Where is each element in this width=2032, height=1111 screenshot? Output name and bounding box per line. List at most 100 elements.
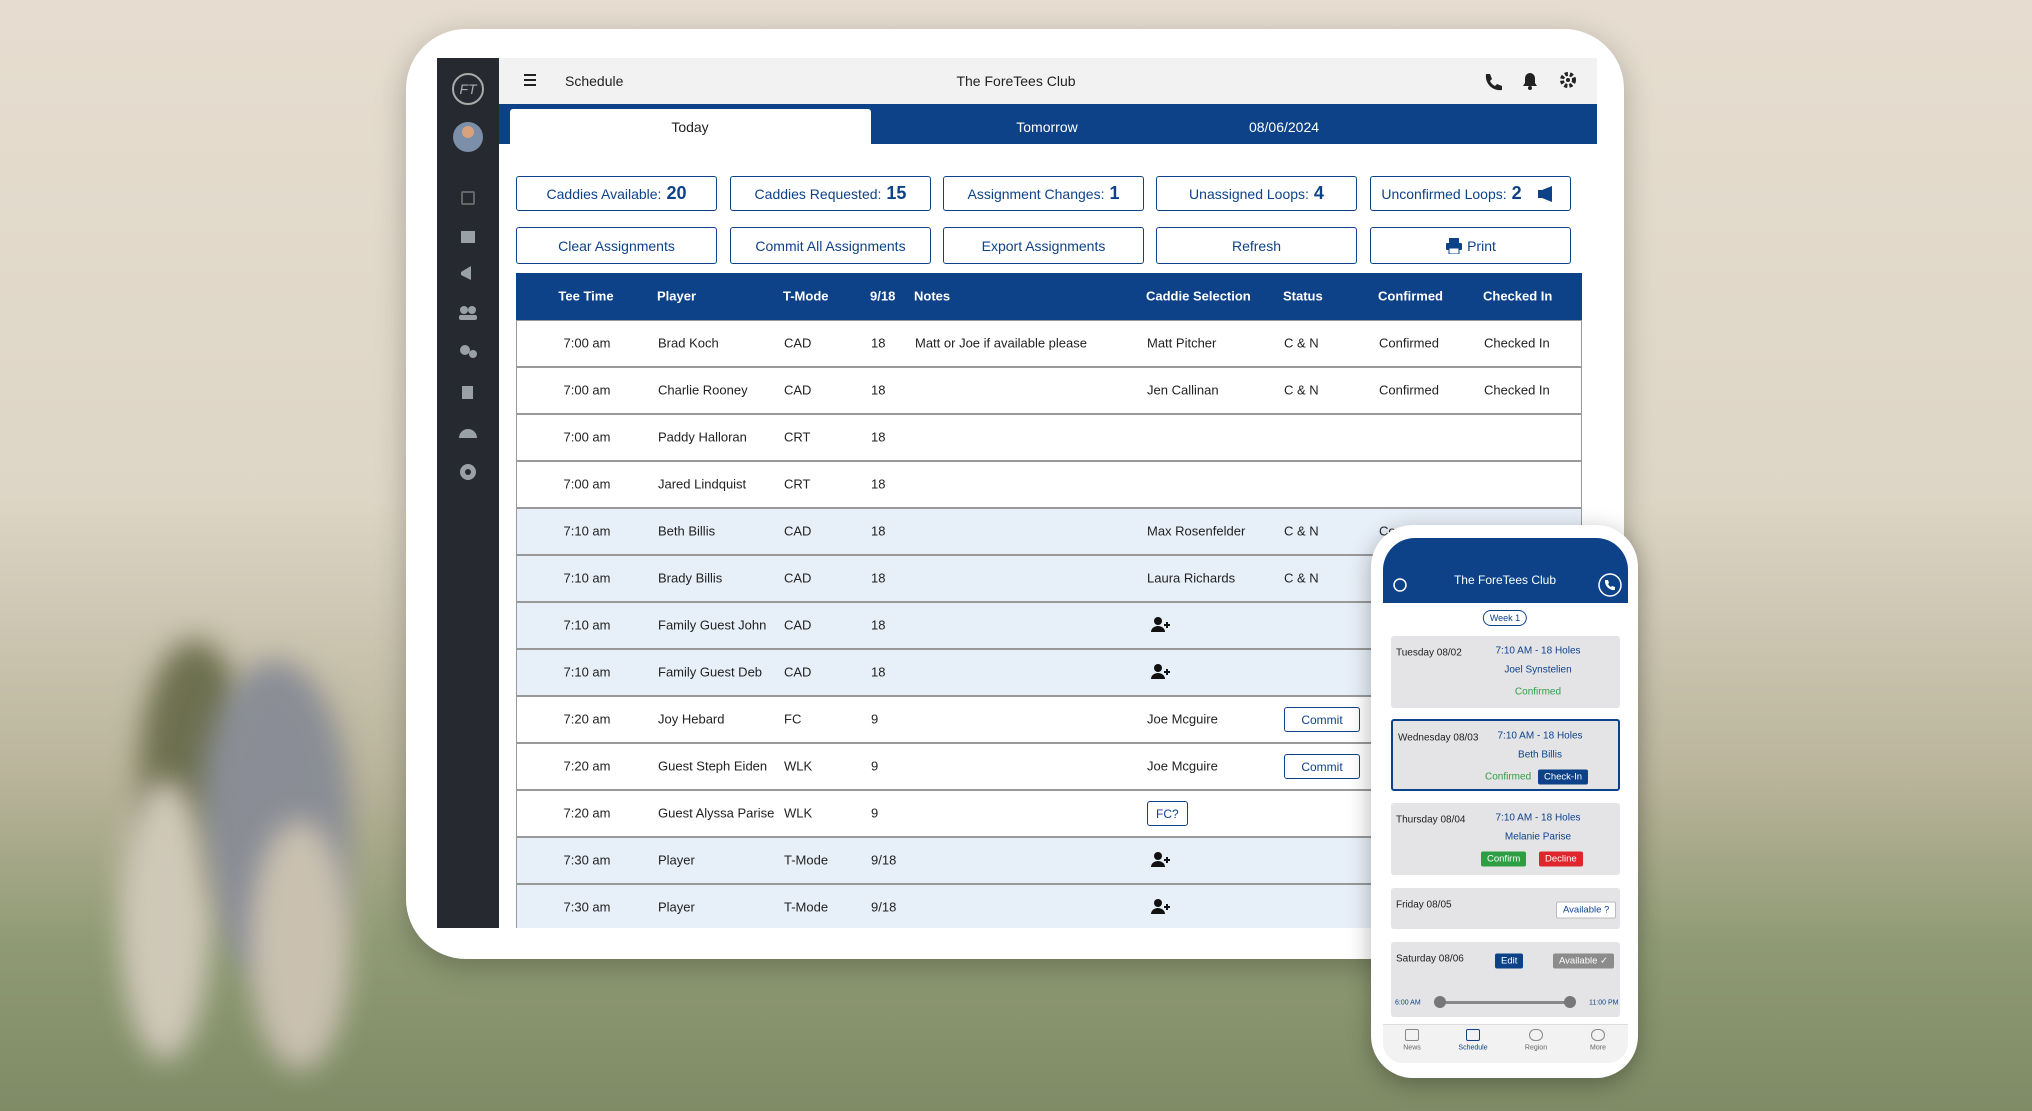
cell: 7:10 am: [563, 570, 611, 586]
add-caddie-icon[interactable]: [1151, 852, 1171, 868]
card-status: Confirmed: [1485, 771, 1532, 783]
cell: CAD: [784, 617, 812, 633]
slider-handle[interactable]: [1434, 996, 1446, 1008]
add-caddie-icon[interactable]: [1151, 664, 1171, 680]
commit-button[interactable]: Commit: [1284, 754, 1360, 779]
nav-label[interactable]: Schedule: [1458, 1044, 1488, 1052]
tab[interactable]: Today: [671, 119, 709, 135]
stat-button[interactable]: Caddies Requested: 15: [730, 176, 931, 211]
cell: 7:00 am: [563, 382, 611, 398]
card-button[interactable]: Available ?: [1556, 901, 1617, 919]
cell: C & N: [1284, 570, 1319, 586]
cell: Jen Callinan: [1147, 382, 1219, 398]
svg-text:FT: FT: [459, 81, 478, 97]
card-button[interactable]: Check-In: [1538, 769, 1589, 785]
cell: 18: [871, 570, 886, 586]
sidebar-icons: FT: [452, 73, 484, 480]
cell: 9/18: [871, 899, 897, 915]
stat-button[interactable]: Assignment Changes: 1: [943, 176, 1144, 211]
nav-icon[interactable]: [1529, 1029, 1543, 1041]
cell: Max Rosenfelder: [1147, 523, 1246, 539]
schedule-card[interactable]: Thursday 08/04 7:10 AM - 18 Holes Melanie …: [1391, 803, 1620, 875]
card-status: Confirmed: [1514, 686, 1562, 698]
stat-value: 15: [886, 183, 907, 203]
cell: Confirmed: [1379, 382, 1439, 398]
action-button[interactable]: Export Assignments: [943, 227, 1144, 264]
schedule-card[interactable]: Tuesday 08/02 7:10 AM - 18 Holes Joel Syns…: [1391, 636, 1620, 708]
cell: Matt or Joe if available please: [915, 335, 1087, 351]
slider-min: 6:00 AM: [1395, 999, 1421, 1007]
cell: 18: [871, 382, 886, 398]
cell: 9/18: [871, 852, 897, 868]
caddie-button[interactable]: FC?: [1147, 801, 1188, 826]
slider-handle[interactable]: [1564, 996, 1576, 1008]
megaphone-icon: [1537, 185, 1552, 202]
column-header: 9/18: [870, 288, 896, 304]
card-day: Thursday 08/04: [1396, 814, 1466, 826]
schedule-card[interactable]: Friday 08/05 Available ?: [1391, 888, 1620, 929]
cell: FC: [784, 711, 802, 727]
phone-header-icons[interactable]: [1383, 538, 1628, 603]
schedule-card[interactable]: Saturday 08/06 Edit Available ✓ 6:00 AM 11:0…: [1391, 942, 1620, 1017]
card-button[interactable]: Decline: [1539, 851, 1583, 867]
cell: 9: [871, 711, 879, 727]
cell: 18: [871, 335, 886, 351]
card-button[interactable]: Edit: [1495, 953, 1524, 969]
nav-label[interactable]: News: [1403, 1044, 1421, 1052]
cell: 18: [871, 664, 886, 680]
nav-icon[interactable]: [1466, 1029, 1480, 1041]
cell: Player: [658, 899, 695, 915]
column-header: Tee Time: [558, 288, 614, 304]
stat-button[interactable]: Unassigned Loops: 4: [1156, 176, 1357, 211]
tab[interactable]: Tomorrow: [1016, 119, 1078, 135]
stat-button[interactable]: Caddies Available: 20: [516, 176, 717, 211]
add-caddie-icon[interactable]: [1151, 617, 1171, 633]
card-day: Wednesday 08/03: [1398, 732, 1479, 744]
tab-active[interactable]: [510, 109, 871, 144]
action-label: Commit All Assignments: [755, 237, 906, 254]
top-bar-icons[interactable]: [499, 58, 1597, 104]
nav-icon[interactable]: [1591, 1029, 1605, 1041]
cell: Joe Mcguire: [1147, 711, 1218, 727]
nav-label[interactable]: Region: [1524, 1044, 1548, 1052]
table-row: 7:00 am Charlie Rooney CAD 18 Jen Callinan C …: [516, 367, 1582, 414]
cell: CAD: [784, 335, 812, 351]
cell: Confirmed: [1379, 335, 1439, 351]
card-time: 7:10 AM - 18 Holes: [1495, 812, 1581, 824]
action-button[interactable]: Refresh: [1156, 227, 1357, 264]
cell: 18: [871, 476, 886, 492]
commit-button[interactable]: Commit: [1284, 707, 1360, 732]
cell: 7:20 am: [563, 805, 611, 821]
stat-label: Assignment Changes:: [967, 185, 1105, 202]
action-label: Print: [1467, 237, 1496, 254]
stat-button[interactable]: Unconfirmed Loops: 2: [1370, 176, 1571, 211]
cell: 7:30 am: [563, 899, 611, 915]
schedule-card[interactable]: Wednesday 08/03 7:10 AM - 18 Holes Beth Bi…: [1391, 719, 1620, 791]
tab[interactable]: 08/06/2024: [1248, 119, 1320, 135]
nav-icon[interactable]: [1405, 1029, 1419, 1041]
action-label: Clear Assignments: [558, 237, 675, 254]
cell: Beth Billis: [658, 523, 716, 539]
cell: CAD: [784, 570, 812, 586]
cell: Brady Billis: [658, 570, 723, 586]
week-selector[interactable]: Week 1: [1482, 610, 1528, 626]
stat-value: 1: [1109, 183, 1120, 203]
nav-label[interactable]: More: [1590, 1044, 1606, 1052]
slider-track: [1439, 1001, 1569, 1004]
card-button[interactable]: Available ✓: [1553, 953, 1614, 969]
cell: 7:10 am: [563, 617, 611, 633]
action-button[interactable]: Print: [1370, 227, 1571, 264]
cell: Laura Richards: [1147, 570, 1236, 586]
stat-label: Caddies Available:: [546, 185, 662, 202]
cell: Matt Pitcher: [1147, 335, 1217, 351]
club-name: The ForeTees Club: [956, 73, 1076, 89]
action-button[interactable]: Clear Assignments: [516, 227, 717, 264]
action-button[interactable]: Commit All Assignments: [730, 227, 931, 264]
add-caddie-icon[interactable]: [1151, 899, 1171, 915]
cell: Jared Lindquist: [658, 476, 747, 492]
cell: Joy Hebard: [658, 711, 725, 727]
stat-label: Unassigned Loops:: [1189, 185, 1309, 202]
table-row: 7:00 am Paddy Halloran CRT 18: [516, 414, 1582, 461]
card-button[interactable]: Confirm: [1481, 851, 1527, 867]
